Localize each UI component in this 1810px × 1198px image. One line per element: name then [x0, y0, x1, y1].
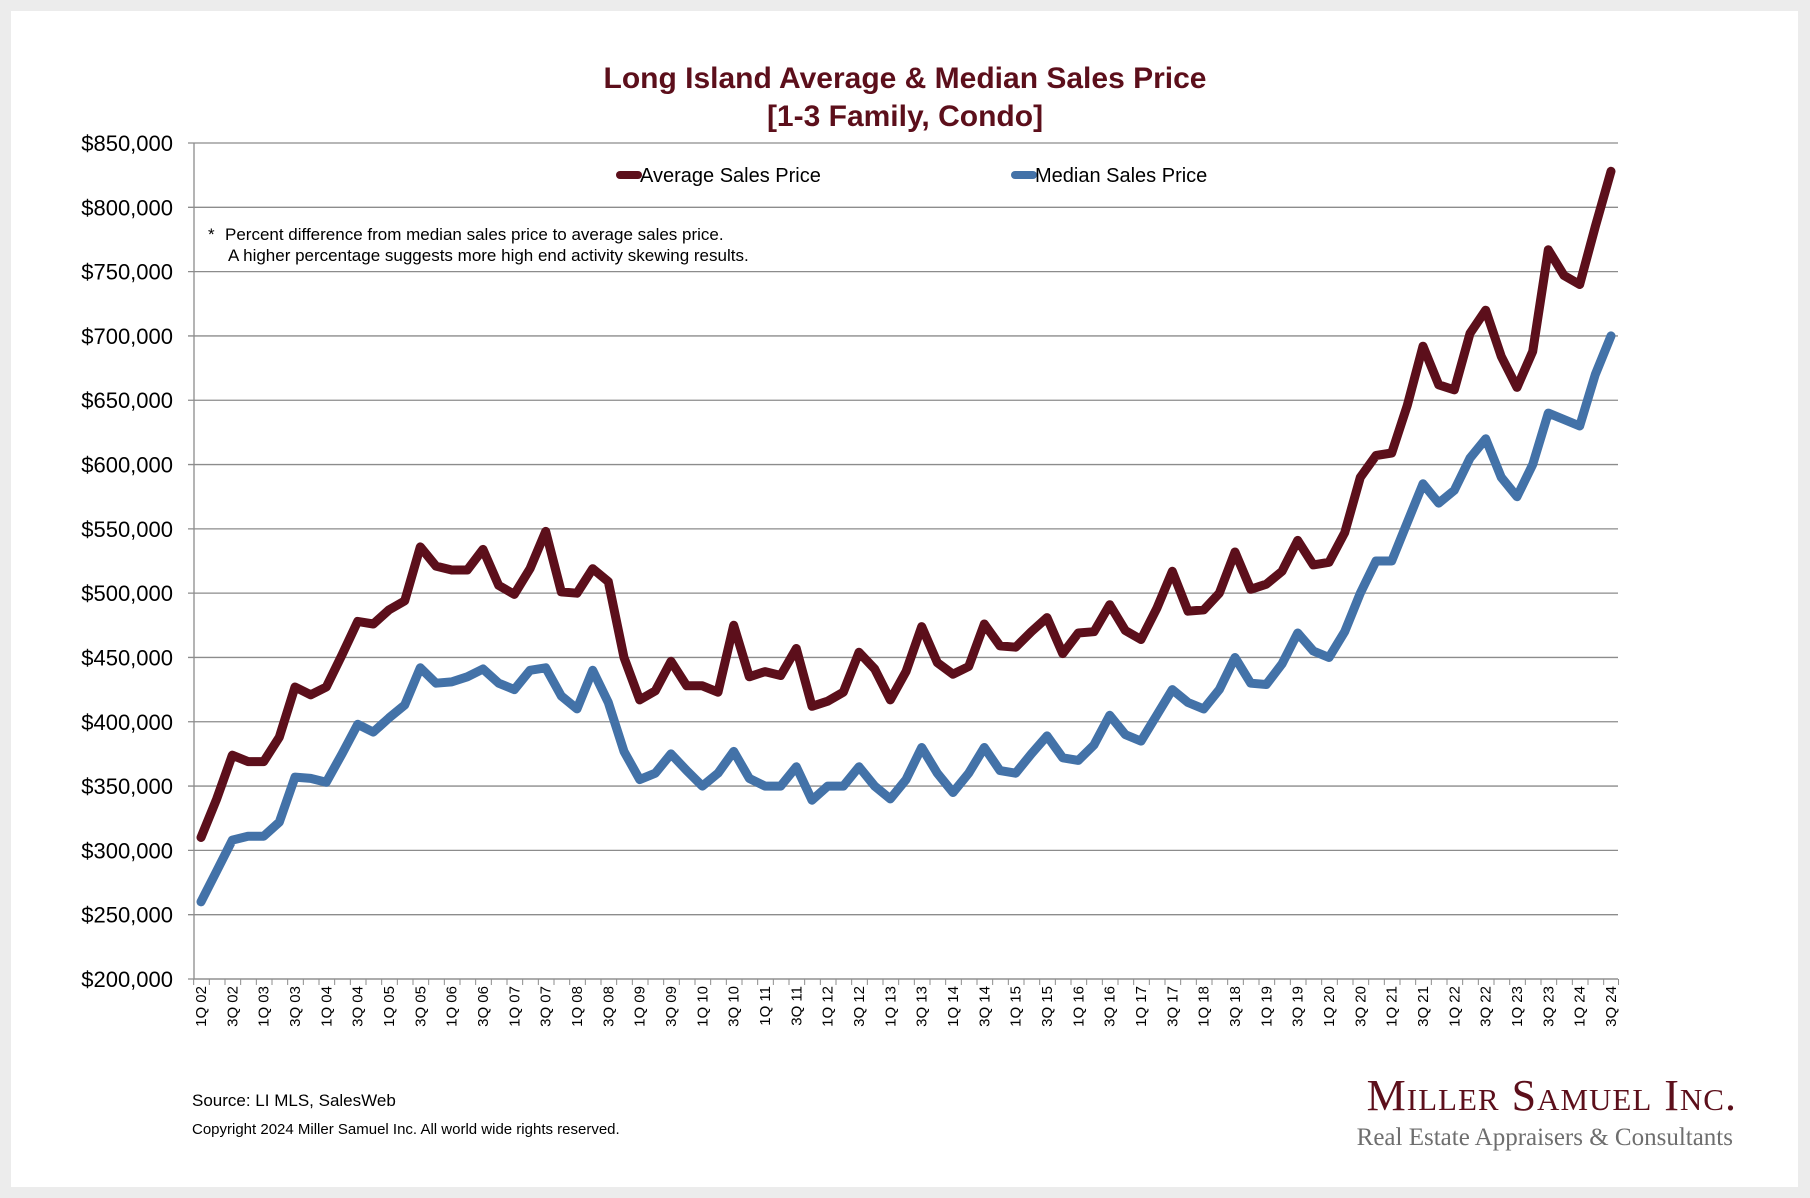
note-marker: * — [208, 225, 215, 244]
y-tick-label: $300,000 — [81, 838, 173, 863]
y-axis: $200,000 $250,000 $300,000 $350,000 $400,000… — [81, 131, 195, 992]
logo-name: Miller Samuel Inc. — [1367, 1071, 1737, 1120]
x-tick-label: 3Q 15 — [1039, 986, 1056, 1027]
x-tick-label: 3Q 13 — [914, 986, 931, 1027]
x-tick-label: 1Q 09 — [632, 986, 649, 1027]
x-tick-label: 3Q 11 — [788, 986, 805, 1026]
x-tick-label: 1Q 06 — [444, 986, 461, 1027]
legend-label-median: Median Sales Price — [1035, 165, 1207, 187]
annotation-note: * Percent difference from median sales p… — [208, 225, 749, 265]
x-tick-label: 1Q 05 — [381, 986, 398, 1027]
x-tick-label: 1Q 15 — [1008, 986, 1025, 1027]
company-logo: Miller Samuel Inc. Real Estate Appraiser… — [1357, 1071, 1737, 1151]
copyright-text: Copyright 2024 Miller Samuel Inc. All wo… — [192, 1121, 620, 1138]
x-tick-label: 1Q 24 — [1572, 986, 1589, 1027]
x-tick-label: 1Q 18 — [1196, 986, 1213, 1027]
x-tick-label: 1Q 21 — [1384, 986, 1401, 1027]
y-tick-label: $800,000 — [81, 195, 173, 220]
y-tick-label: $750,000 — [81, 260, 173, 285]
x-tick-label: 3Q 02 — [224, 986, 241, 1027]
gridlines — [188, 142, 1618, 980]
y-tick-label: $350,000 — [81, 774, 173, 799]
x-tick-label: 3Q 16 — [1102, 986, 1119, 1027]
x-tick-label: 1Q 08 — [569, 986, 586, 1027]
y-tick-label: $400,000 — [81, 710, 173, 735]
x-tick-label: 3Q 09 — [663, 986, 680, 1027]
y-tick-label: $550,000 — [81, 517, 173, 542]
y-tick-label: $650,000 — [81, 388, 173, 413]
x-tick-label: 3Q 23 — [1540, 986, 1557, 1027]
y-tick-label: $250,000 — [81, 903, 173, 928]
x-tick-label: 3Q 08 — [600, 986, 617, 1027]
x-tick-label: 3Q 19 — [1290, 986, 1307, 1027]
x-tick-label: 1Q 16 — [1070, 986, 1087, 1027]
x-tick-label: 3Q 17 — [1164, 986, 1181, 1027]
y-tick-label: $700,000 — [81, 324, 173, 349]
x-tick-label: 3Q 18 — [1227, 986, 1244, 1027]
y-tick-label: $600,000 — [81, 453, 173, 478]
x-tick-label: 1Q 22 — [1446, 986, 1463, 1027]
x-tick-label: 1Q 10 — [694, 986, 711, 1027]
x-tick-label: 1Q 14 — [945, 986, 962, 1027]
x-tick-label: 1Q 12 — [820, 986, 837, 1027]
x-tick-label: 3Q 05 — [412, 986, 429, 1027]
x-tick-label: 3Q 22 — [1478, 986, 1495, 1027]
x-axis: 1Q 02 3Q 02 1Q 03 3Q 03 1Q 04 3Q 04 1Q 05 3Q 05… — [193, 978, 1620, 1027]
chart-title: Long Island Average & Median Sales Price — [604, 62, 1207, 95]
x-tick-label: 1Q 20 — [1321, 986, 1338, 1027]
x-tick-label: 1Q 07 — [506, 986, 523, 1027]
legend-label-average: Average Sales Price — [640, 165, 821, 187]
x-tick-label: 1Q 02 — [193, 986, 210, 1027]
y-tick-label: $200,000 — [81, 967, 173, 992]
average-sales-price-line — [196, 166, 1616, 842]
logo-tagline: Real Estate Appraisers & Consultants — [1357, 1124, 1733, 1151]
x-tick-label: 1Q 17 — [1133, 986, 1150, 1027]
x-tick-label: 1Q 13 — [882, 986, 899, 1027]
median-sales-price-line — [196, 331, 1616, 907]
x-tick-label: 3Q 14 — [976, 986, 993, 1027]
note-line-1: Percent difference from median sales pri… — [225, 225, 724, 244]
source-text: Source: LI MLS, SalesWeb — [192, 1091, 396, 1110]
x-tick-label: 3Q 21 — [1415, 986, 1432, 1027]
series-lines — [196, 166, 1616, 907]
x-tick-label: 1Q 03 — [256, 986, 273, 1027]
y-tick-label: $850,000 — [81, 131, 173, 156]
x-tick-label: 3Q 06 — [475, 986, 492, 1027]
x-tick-label: 3Q 10 — [726, 986, 743, 1027]
chart-subtitle: [1-3 Family, Condo] — [767, 100, 1043, 133]
y-tick-label: $500,000 — [81, 581, 173, 606]
x-tick-label: 3Q 24 — [1603, 986, 1620, 1027]
x-tick-label: 1Q 11 — [757, 986, 774, 1026]
x-tick-label: 3Q 03 — [287, 986, 304, 1027]
x-tick-label: 3Q 12 — [851, 986, 868, 1027]
x-tick-label: 3Q 20 — [1352, 986, 1369, 1027]
x-tick-label: 3Q 07 — [538, 986, 555, 1027]
x-tick-label: 1Q 04 — [318, 986, 335, 1027]
legend: Average Sales Price Median Sales Price — [616, 165, 1207, 187]
y-tick-label: $450,000 — [81, 645, 173, 670]
x-tick-label: 1Q 23 — [1509, 986, 1526, 1027]
note-line-2: A higher percentage suggests more high e… — [228, 246, 749, 265]
x-tick-label: 1Q 19 — [1258, 986, 1275, 1027]
x-tick-label: 3Q 04 — [350, 986, 367, 1027]
